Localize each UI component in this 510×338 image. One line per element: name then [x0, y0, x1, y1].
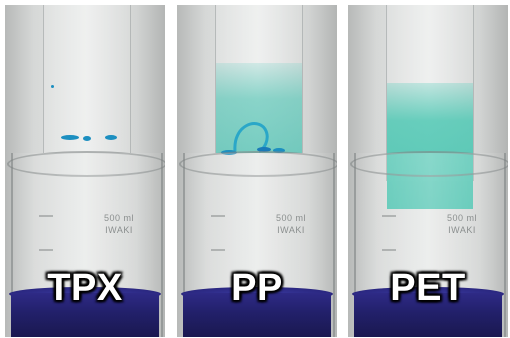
droplet: [257, 147, 271, 152]
panel-label-tpx: TPX: [47, 267, 123, 309]
beaker-rim: [179, 151, 337, 177]
beaker-brand-text: IWAKI: [448, 225, 476, 235]
panel-pp: 500 ml IWAKI PP: [177, 5, 337, 337]
droplet: [105, 135, 117, 140]
beaker-brand-text: IWAKI: [105, 225, 133, 235]
panel-pet: 500 ml IWAKI PET: [348, 5, 508, 337]
wetted-film-region: [216, 63, 302, 153]
blue-liquid: [11, 293, 159, 337]
droplet: [61, 135, 79, 140]
droplet: [83, 136, 91, 141]
liquid-loop: [233, 122, 269, 153]
beaker-rim: [350, 151, 508, 177]
wetted-film-region: [387, 83, 473, 209]
blue-liquid: [354, 293, 502, 337]
beaker-brand-text: IWAKI: [277, 225, 305, 235]
panel-label-pp: PP: [231, 267, 283, 309]
beaker-volume-text: 500 ml: [103, 213, 134, 223]
beaker-volume-text: 500 ml: [446, 213, 477, 223]
beaker-rim: [7, 151, 165, 177]
blue-liquid: [183, 293, 331, 337]
beaker-volume-text: 500 ml: [275, 213, 306, 223]
droplet: [51, 85, 54, 88]
film-strip-tpx: [43, 5, 131, 153]
film-strip-pp: [215, 5, 303, 153]
panel-tpx: 500 ml IWAKI TPX: [5, 5, 165, 337]
panel-label-pet: PET: [390, 267, 466, 309]
